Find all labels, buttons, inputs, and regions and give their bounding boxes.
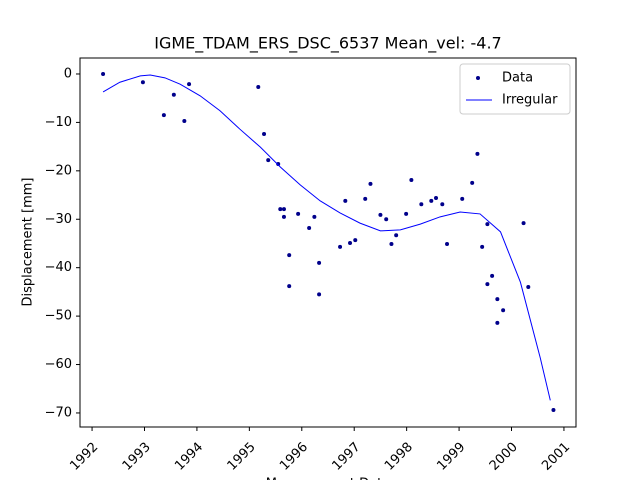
- data-point: [317, 260, 322, 265]
- y-tick-label: −70: [45, 405, 72, 420]
- data-point: [419, 202, 424, 207]
- data-point: [384, 217, 389, 222]
- data-point: [278, 207, 283, 212]
- legend-label: Data: [502, 71, 533, 86]
- data-point: [378, 212, 383, 217]
- data-point: [317, 292, 322, 297]
- y-tick-label: −20: [45, 163, 72, 178]
- data-point: [312, 214, 317, 219]
- data-point: [187, 82, 192, 87]
- legend-box: [459, 63, 571, 115]
- data-point: [161, 113, 166, 118]
- data-point: [440, 202, 445, 207]
- data-point: [348, 240, 353, 245]
- data-point: [526, 285, 531, 290]
- data-point: [470, 180, 475, 185]
- y-tick-label: −10: [45, 115, 72, 130]
- data-point: [490, 273, 495, 278]
- data-point: [404, 211, 409, 216]
- data-point: [521, 221, 526, 226]
- data-point: [495, 297, 500, 302]
- data-point: [429, 198, 434, 203]
- data-point: [495, 320, 500, 325]
- data-point: [281, 214, 286, 219]
- chart-title: IGME_TDAM_ERS_DSC_6537 Mean_vel: -4.7: [154, 34, 501, 54]
- data-point: [101, 71, 106, 76]
- data-point: [296, 211, 301, 216]
- legend-marker: [476, 76, 480, 80]
- data-point: [287, 284, 292, 289]
- data-point: [434, 195, 439, 200]
- data-point: [140, 80, 145, 85]
- data-point: [256, 85, 261, 90]
- data-point: [343, 198, 348, 203]
- data-point: [485, 282, 490, 287]
- data-point: [281, 207, 286, 212]
- y-axis-label: Displacement [mm]: [21, 178, 36, 307]
- x-axis-label: Measurement Date: [266, 477, 390, 480]
- data-point: [368, 181, 373, 186]
- data-point: [182, 118, 187, 123]
- data-point: [409, 178, 414, 183]
- y-tick-label: −50: [45, 309, 72, 324]
- plot-frame: [79, 57, 577, 428]
- data-point: [480, 244, 485, 249]
- data-point: [389, 241, 394, 246]
- data-point: [276, 162, 281, 167]
- data-point: [353, 238, 358, 243]
- data-point: [501, 308, 506, 313]
- data-point: [475, 151, 480, 156]
- data-point: [551, 408, 556, 413]
- y-tick-label: 0: [64, 66, 72, 81]
- data-point: [307, 225, 312, 230]
- data-point: [485, 222, 490, 227]
- y-tick-label: −40: [45, 260, 72, 275]
- data-point: [394, 233, 399, 238]
- legend-label: Irregular: [502, 93, 558, 108]
- data-point: [171, 92, 176, 97]
- data-point: [266, 158, 271, 163]
- data-point: [363, 196, 368, 201]
- y-tick-label: −60: [45, 357, 72, 372]
- data-point: [445, 241, 450, 246]
- data-point: [287, 253, 292, 258]
- data-point: [338, 244, 343, 249]
- data-point: [460, 196, 465, 201]
- data-point: [262, 132, 267, 137]
- y-tick-label: −30: [45, 212, 72, 227]
- fit-line: [102, 74, 551, 401]
